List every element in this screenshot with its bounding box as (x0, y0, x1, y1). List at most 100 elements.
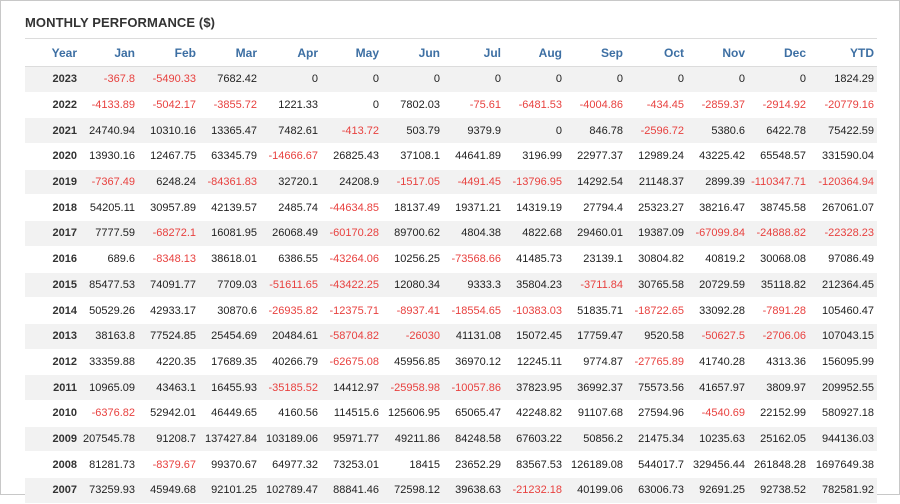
month-cell: 84248.58 (455, 432, 501, 445)
month-cell: -3711.84 (580, 278, 623, 291)
month-cell: -110347.71 (751, 176, 806, 189)
month-cell: -58704.82 (329, 330, 379, 343)
ytd-cell: 209952.55 (822, 381, 874, 394)
month-cell: 38745.58 (760, 201, 806, 214)
month-cell: 30804.82 (638, 253, 684, 266)
column-header-dec: Dec (783, 45, 806, 60)
month-cell: -8379.67 (152, 458, 196, 471)
month-cell: 0 (372, 73, 379, 86)
column-header-jun: Jun (418, 45, 440, 60)
column-header-ytd: YTD (850, 45, 874, 60)
month-cell: 35118.82 (760, 278, 806, 291)
month-cell: 261848.28 (754, 458, 806, 471)
month-cell: 0 (555, 73, 562, 86)
month-cell: -367.8 (103, 73, 135, 86)
year-cell: 2009 (52, 432, 77, 445)
month-cell: 503.79 (406, 124, 440, 137)
month-cell: 99370.67 (211, 458, 257, 471)
month-cell: -60170.28 (329, 227, 379, 240)
month-cell: 25454.69 (211, 330, 257, 343)
month-cell: -62675.08 (329, 355, 379, 368)
month-cell: 63345.79 (211, 150, 257, 163)
month-cell: 4160.56 (278, 407, 318, 420)
month-cell: -27765.89 (634, 355, 684, 368)
month-cell: -21232.18 (512, 484, 562, 497)
month-cell: -6376.82 (91, 407, 135, 420)
month-cell: -8348.13 (152, 253, 196, 266)
month-cell: 33092.28 (699, 304, 745, 317)
month-cell: 39638.63 (455, 484, 501, 497)
month-cell: 25162.05 (760, 432, 806, 445)
year-cell: 2014 (52, 304, 77, 317)
month-cell: 88841.46 (333, 484, 379, 497)
month-cell: -44634.85 (329, 201, 379, 214)
month-cell: 92101.25 (211, 484, 257, 497)
column-header-nov: Nov (722, 45, 745, 60)
month-cell: 92691.25 (699, 484, 745, 497)
table-row: 2014 50529.26 42933.17 30870.6 -26935.82 -123… (25, 298, 877, 324)
month-cell: 4822.68 (522, 227, 562, 240)
month-cell: 24208.9 (339, 176, 379, 189)
month-cell: 41485.73 (516, 253, 562, 266)
month-cell: 18137.49 (394, 201, 440, 214)
table-row: 2007 73259.93 45949.68 92101.25 102789.47 888… (25, 478, 877, 504)
month-cell: 40819.2 (705, 253, 745, 266)
month-cell: 20729.59 (699, 278, 745, 291)
month-cell: 24740.94 (89, 124, 135, 137)
ytd-cell: 580927.18 (822, 407, 874, 420)
month-cell: -6481.53 (518, 99, 562, 112)
column-header-jan: Jan (114, 45, 135, 60)
month-cell: 544017.7 (638, 458, 684, 471)
column-header-jul: Jul (483, 45, 501, 60)
month-cell: 41131.08 (455, 330, 501, 343)
month-cell: 4804.38 (461, 227, 501, 240)
table-row: 2011 10965.09 43463.1 16455.93 -35185.52 1441… (25, 375, 877, 401)
month-cell: -26935.82 (268, 304, 318, 317)
table-row: 2020 13930.16 12467.75 63345.79 -14666.67 268… (25, 144, 877, 170)
month-cell: -13796.95 (512, 176, 562, 189)
month-cell: 137427.84 (205, 432, 257, 445)
month-cell: 9520.58 (644, 330, 684, 343)
month-cell: 54205.11 (89, 201, 135, 214)
month-cell: 75573.56 (638, 381, 684, 394)
month-cell: 22977.37 (577, 150, 623, 163)
month-cell: 42248.82 (516, 407, 562, 420)
month-cell: 102789.47 (266, 484, 318, 497)
year-cell: 2007 (52, 484, 77, 497)
month-cell: 81281.73 (89, 458, 135, 471)
month-cell: 0 (494, 73, 501, 86)
month-cell: -2596.72 (640, 124, 684, 137)
month-cell: -4540.69 (701, 407, 745, 420)
month-cell: 0 (555, 124, 562, 137)
month-cell: 27794.4 (583, 201, 623, 214)
month-cell: 43225.42 (699, 150, 745, 163)
month-cell: -50627.5 (701, 330, 745, 343)
month-cell: -413.72 (341, 124, 379, 137)
month-cell: 19387.09 (638, 227, 684, 240)
year-cell: 2022 (52, 99, 77, 112)
ytd-cell: -20779.16 (824, 99, 874, 112)
month-cell: -7367.49 (91, 176, 135, 189)
month-cell: 72598.12 (394, 484, 440, 497)
month-cell: 0 (433, 73, 440, 86)
table-row: 2016 689.6 -8348.13 38618.01 6386.55 -43264.0… (25, 247, 877, 273)
month-cell: -10057.86 (451, 381, 501, 394)
column-header-apr: Apr (297, 45, 318, 60)
month-cell: 45949.68 (150, 484, 196, 497)
month-cell: 16081.95 (211, 227, 257, 240)
month-cell: 4313.36 (766, 355, 806, 368)
year-cell: 2015 (52, 278, 77, 291)
month-cell: -7891.28 (762, 304, 806, 317)
panel-title: MONTHLY PERFORMANCE ($) (25, 15, 216, 30)
month-cell: 10310.16 (150, 124, 196, 137)
month-cell: -18554.65 (451, 304, 501, 317)
month-cell: 44641.89 (455, 150, 501, 163)
month-cell: 7709.03 (217, 278, 257, 291)
month-cell: -51611.65 (269, 278, 318, 291)
month-cell: 10256.25 (394, 253, 440, 266)
month-cell: 14292.54 (577, 176, 623, 189)
month-cell: 10965.09 (89, 381, 135, 394)
month-cell: 21148.37 (638, 176, 684, 189)
ytd-cell: 782581.92 (822, 484, 874, 497)
month-cell: 125606.95 (388, 407, 440, 420)
